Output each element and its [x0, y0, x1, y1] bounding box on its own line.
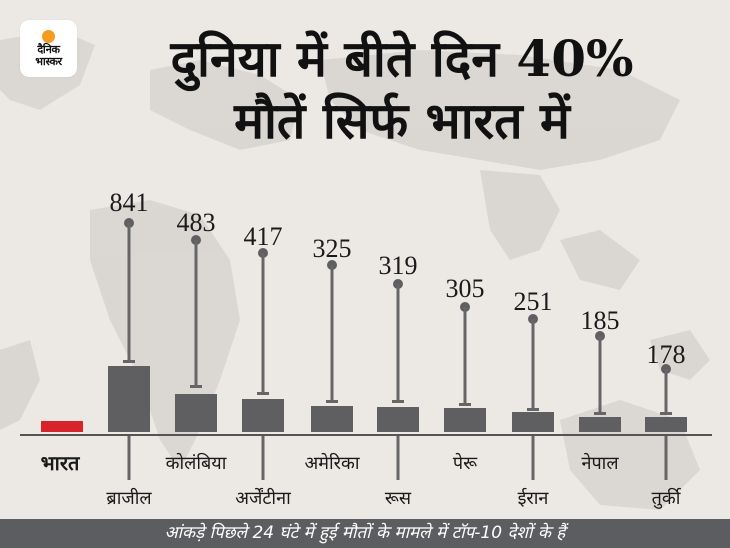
bar-peru [444, 408, 486, 432]
category-label-nepal: नेपाल [581, 453, 619, 474]
footer-note: आंकड़े पिछले 24 घंटे में हुई मौतों के मा… [0, 519, 730, 548]
bar-colombia [175, 394, 217, 432]
bar-india [41, 421, 83, 432]
category-label-colombia-visible: कोलंबिया [165, 453, 227, 474]
tick-iran [531, 436, 535, 480]
value-label-nepal: 185 [580, 306, 620, 335]
cap-iran [527, 408, 539, 411]
x-axis-baseline [20, 434, 712, 436]
bar-brazil [108, 366, 150, 432]
value-label-argentina: 417 [243, 222, 283, 251]
value-label-russia: 319 [378, 251, 418, 280]
cap-colombia [190, 385, 202, 388]
cap-turkey [660, 412, 672, 415]
title-line2: मौतें सिर्फ भारत में [234, 91, 570, 150]
stem-peru [463, 307, 467, 403]
cap-nepal [594, 412, 606, 415]
stem-turkey [664, 369, 668, 412]
category-label-usa: अमेरिका [304, 453, 360, 474]
logo-line2: भास्कर [35, 54, 62, 68]
cap-peru [459, 403, 471, 406]
logo-line1: दैनिक [37, 42, 60, 56]
page-title: दुनिया में बीते दिन 40% मौतें सिर्फ भारत… [92, 28, 712, 152]
value-label-peru: 305 [445, 274, 485, 303]
value-label-usa: 325 [312, 234, 352, 263]
stem-nepal [598, 336, 602, 412]
bar-russia [377, 407, 419, 432]
category-label-peru: पेरू [452, 453, 478, 474]
stem-iran [531, 319, 535, 408]
value-label-iran: 251 [513, 287, 553, 316]
cap-argentina [257, 392, 269, 395]
value-label-colombia: 483 [176, 208, 216, 237]
stem-argentina [261, 253, 265, 393]
category-label-russia: रूस [384, 488, 412, 509]
stem-usa [330, 265, 334, 400]
dainik-bhaskar-logo: दैनिक भास्कर [20, 20, 77, 77]
sun-icon [42, 29, 55, 43]
category-label-iran: ईरान [517, 488, 549, 509]
bar-turkey [645, 417, 687, 432]
bar-usa [311, 406, 353, 432]
stem-russia [396, 284, 400, 400]
bar-iran [512, 412, 554, 432]
category-label-brazil: ब्राजील [106, 488, 152, 509]
stem-colombia [194, 240, 198, 386]
tick-argentina [261, 436, 265, 480]
value-label-turkey: 178 [646, 340, 686, 369]
category-label-india: भारत [40, 451, 80, 475]
cap-usa [326, 400, 338, 403]
tick-brazil [127, 436, 131, 480]
category-label-turkey: तुर्की [651, 488, 681, 509]
category-label-argentina: अर्जेंटीना [235, 488, 291, 509]
tick-turkey [664, 436, 668, 480]
cap-brazil [123, 360, 135, 363]
value-label-brazil: 841 [109, 188, 149, 217]
bar-nepal [579, 417, 621, 432]
cap-russia [392, 400, 404, 403]
title-line1: दुनिया में बीते दिन 40% [170, 29, 634, 88]
stem-brazil [127, 223, 131, 360]
tick-russia [396, 436, 400, 480]
bar-argentina [242, 399, 284, 432]
